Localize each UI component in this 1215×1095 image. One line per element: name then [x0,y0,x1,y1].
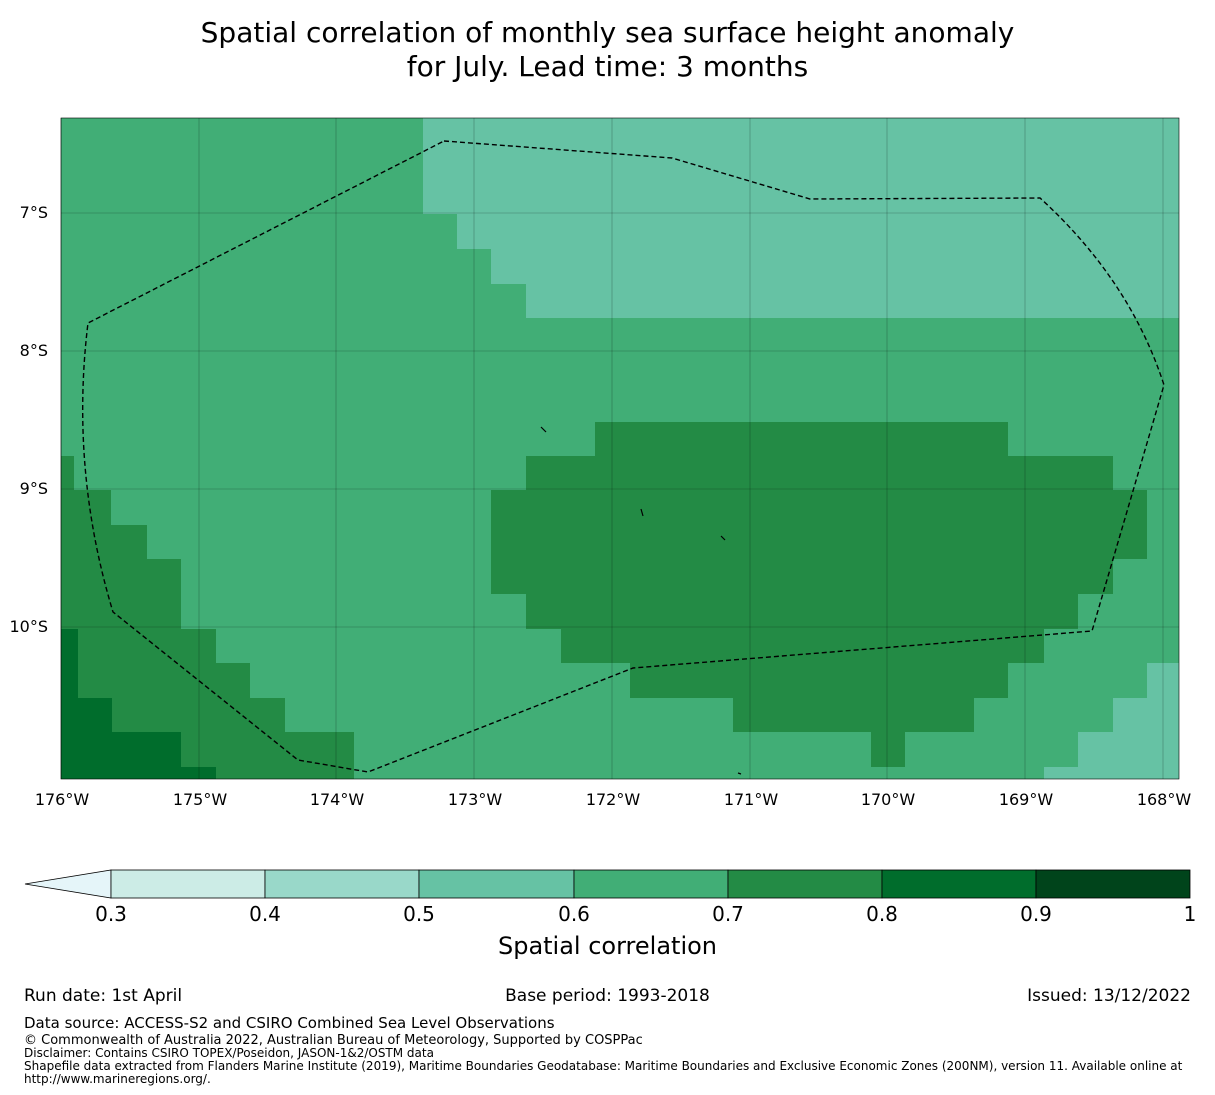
correlation-cell [526,594,1078,629]
map-gridlines [60,118,1179,779]
correlation-cell [491,559,1113,594]
lat-tick-label: 7°S [19,203,48,222]
correlation-cell [61,594,181,629]
colorbar-label: Spatial correlation [497,932,718,960]
colorbar-bin [573,869,729,899]
colorbar-bin [727,869,883,899]
shapefile-credit: Shapefile data extracted from Flanders M… [24,1059,1183,1073]
correlation-cell [61,629,78,698]
correlation-cell [1044,767,1179,779]
map-title-line-1: Spatial correlation of monthly sea surfa… [200,16,1015,49]
footer: Data source: ACCESS-S2 and CSIRO Combine… [24,1014,1204,1086]
correlation-cell [61,698,112,732]
base-period: Base period: 1993-2018 [505,986,710,1006]
correlation-map [60,117,1180,780]
correlation-cell [61,629,216,663]
island-marks [540,426,742,775]
map-frame [60,117,1180,780]
lon-tick-label: 169°W [998,790,1054,809]
lat-tick-label: 8°S [19,341,48,360]
colorbar-tick-label: 0.5 [403,902,435,926]
correlation-cell [61,663,250,698]
correlation-cell [871,732,905,767]
eez-boundary [82,140,1165,773]
island-mark [640,508,644,517]
correlation-cell [526,456,1113,490]
lon-tick-label: 175°W [172,790,228,809]
colorbar-bin [881,869,1037,899]
correlation-cell [61,767,216,779]
lon-tick-label: 168°W [1136,790,1192,809]
colorbar-tick-label: 0.6 [558,902,590,926]
correlation-grid-cells [61,118,1179,779]
copyright: © Commonwealth of Australia 2022, Austra… [24,1033,643,1048]
correlation-cell [61,559,181,594]
correlation-cell [733,698,974,732]
correlation-cell [61,732,181,767]
correlation-cell [561,629,1044,663]
island-mark [720,535,726,541]
disclaimer: Disclaimer: Contains CSIRO TOPEX/Poseido… [24,1046,434,1060]
correlation-cell [491,249,1179,284]
colorbar-tick-label: 0.3 [95,902,127,926]
marineregions-link[interactable]: http://www.marineregions.org/. [24,1072,211,1086]
lon-tick-label: 170°W [860,790,916,809]
colorbar-bin [264,869,420,899]
colorbar-bin [1035,869,1191,899]
map-title-line-2: for July. Lead time: 3 months [406,50,809,83]
data-source: Data source: ACCESS-S2 and CSIRO Combine… [24,1014,555,1032]
correlation-cell [526,284,1179,318]
colorbar-tick-label: 1 [1183,902,1197,926]
correlation-cell [61,525,147,559]
lat-tick-label: 10°S [9,617,48,636]
lon-tick-label: 176°W [34,790,90,809]
island-mark [737,772,742,775]
correlation-cell [61,456,74,491]
colorbar-bin [418,869,575,899]
island-mark [540,426,547,433]
correlation-cell [595,422,1008,456]
lon-tick-label: 172°W [585,790,641,809]
colorbar-tick-label: 0.9 [1020,902,1052,926]
run-date: Run date: 1st April [24,986,183,1006]
colorbar-extend-triangle [24,869,112,899]
colorbar-tick-label: 0.8 [866,902,898,926]
colorbar-bin [110,869,266,899]
lon-tick-label: 171°W [723,790,779,809]
lon-tick-label: 174°W [309,790,365,809]
correlation-cell [457,214,1179,249]
issued-date: Issued: 13/12/2022 [1027,986,1191,1006]
colorbar-tick-label: 0.7 [712,902,744,926]
correlation-cell [423,118,1179,214]
correlation-cell [630,663,1008,698]
correlation-cell [61,490,111,525]
correlation-cell [491,490,1147,559]
colorbar-tick-label: 0.4 [249,902,281,926]
lon-tick-label: 173°W [447,790,503,809]
lat-tick-label: 9°S [19,479,48,498]
